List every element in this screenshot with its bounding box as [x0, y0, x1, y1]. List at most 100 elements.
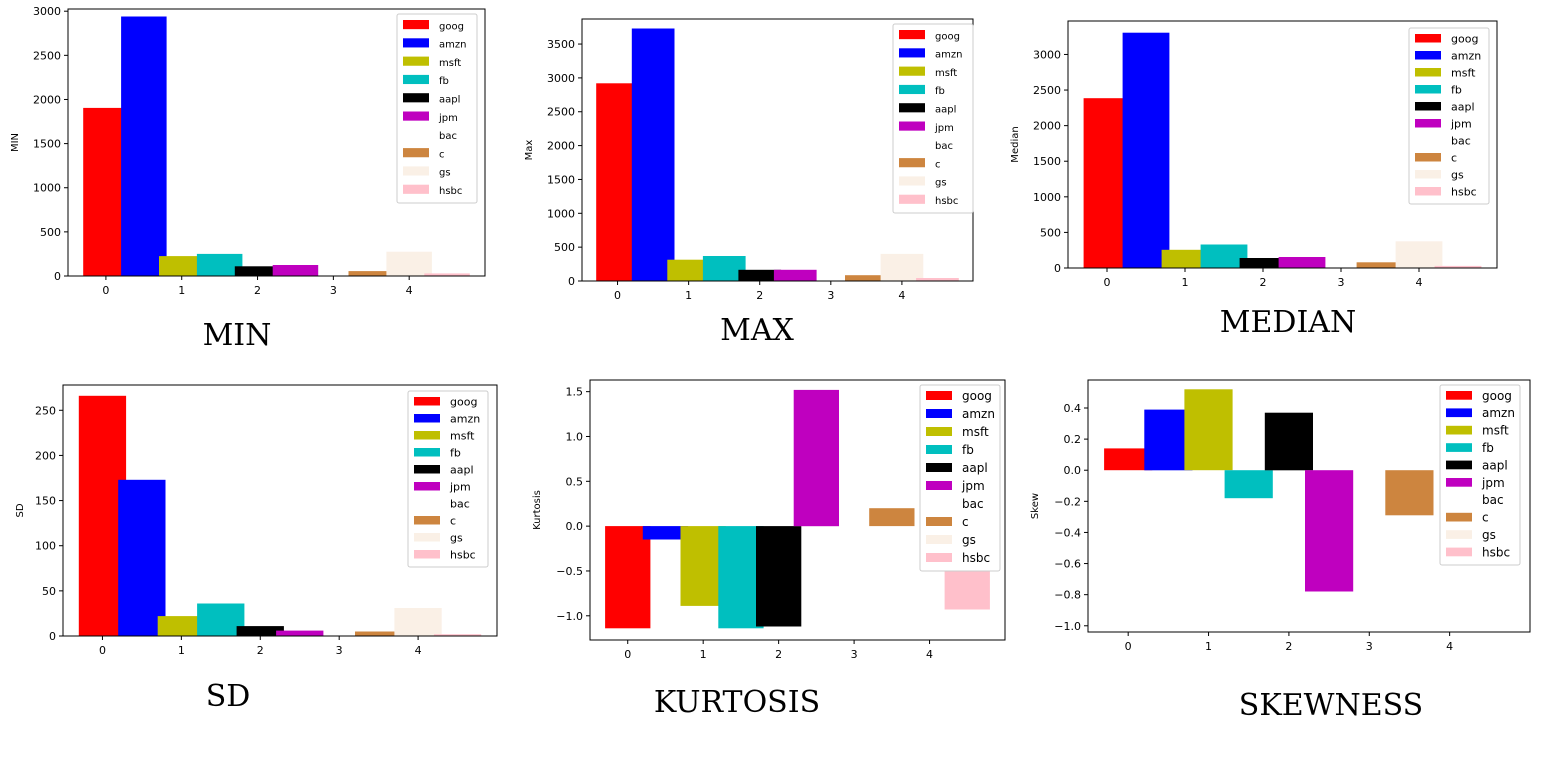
chart-sd: 0 1 2 3 4 0 50 100 150 200 250 SD goog amzn msft fb aapl… [15, 384, 498, 714]
legend-swatch [414, 533, 440, 542]
y-tick-label: 0.5 [566, 475, 584, 488]
legend-swatch [1446, 425, 1472, 435]
y-tick-label: 2000 [33, 93, 61, 106]
legend-label: aapl [439, 95, 460, 106]
legend-label: msft [450, 430, 475, 443]
x-tick-label: 0 [624, 648, 631, 661]
y-axis-label: Median [1010, 126, 1021, 162]
legend-label: bac [935, 141, 953, 152]
legend-swatch [414, 516, 440, 525]
legend-label: c [439, 149, 445, 160]
legend-swatch [403, 56, 429, 66]
legend-swatch [403, 20, 429, 30]
legend-label: gs [1482, 528, 1496, 542]
bar-jpm [1278, 257, 1326, 268]
legend-swatch [414, 465, 440, 474]
y-tick-label: 1500 [1033, 155, 1061, 168]
legend-label: jpm [961, 479, 985, 493]
legend-swatch [414, 499, 440, 508]
legend-swatch [414, 397, 440, 406]
legend-label: bac [439, 131, 457, 142]
y-axis-label: MIN [10, 133, 21, 152]
legend-label: aapl [962, 461, 988, 475]
y-tick-label: 250 [35, 404, 56, 417]
chart-title: MIN [203, 318, 272, 353]
y-tick-label: 1000 [33, 182, 61, 195]
legend-swatch [926, 499, 952, 508]
bar-c [1385, 470, 1434, 516]
y-tick-label: 2500 [1033, 84, 1061, 97]
y-tick-label: −0.6 [1054, 558, 1081, 571]
legend-label: goog [1451, 33, 1478, 46]
x-tick-label: 4 [415, 644, 422, 657]
bar-gs [1395, 241, 1443, 268]
legend-swatch [1446, 547, 1472, 557]
bar-c [1356, 262, 1404, 268]
x-tick-label: 1 [1205, 640, 1212, 653]
legend-label: amzn [1482, 406, 1515, 420]
bar-hsbc [1434, 265, 1482, 268]
bar-msft [1184, 389, 1233, 471]
x-tick-label: 2 [1260, 276, 1267, 289]
y-tick-label: 3000 [33, 5, 61, 18]
legend-swatch [1415, 136, 1441, 145]
chart-title: MEDIAN [1220, 305, 1356, 340]
legend-label: goog [1482, 389, 1512, 403]
y-tick-label: 500 [40, 226, 61, 239]
plot-frame [62, 384, 498, 637]
legend-label: aapl [450, 464, 474, 477]
x-tick-label: 3 [1366, 640, 1373, 653]
legend-swatch [1415, 34, 1441, 43]
bar-msft [159, 256, 205, 276]
x-tick-label: 0 [1125, 640, 1132, 653]
legend-label: amzn [962, 407, 995, 421]
plot-frame [67, 8, 486, 277]
y-tick-label: 50 [42, 585, 56, 598]
bar-c [869, 508, 915, 527]
x-tick-label: 0 [99, 644, 106, 657]
bar-hsbc [916, 278, 959, 281]
legend-swatch [926, 517, 952, 526]
chart-title: KURTOSIS [654, 685, 820, 720]
chart-skewness: 0 1 2 3 4 −1.0 −0.8 −0.6 −0.4 −0.2 0.0 0.2 0.4 Skew go… [1030, 379, 1531, 723]
bar-aapl [234, 266, 281, 276]
legend-label: fb [962, 443, 974, 457]
legend-swatch [899, 66, 925, 76]
legend-label: jpm [934, 123, 954, 134]
x-tick-label: 4 [898, 289, 905, 302]
y-tick-label: 3500 [547, 38, 575, 51]
x-tick-label: 0 [614, 289, 621, 302]
legend-swatch [1446, 408, 1472, 418]
bar-jpm [1305, 470, 1354, 592]
legend-label: aapl [935, 105, 956, 116]
legend-label: c [1482, 511, 1489, 525]
legend-label: c [962, 515, 969, 529]
y-tick-label: 0 [49, 630, 56, 643]
legend-label: gs [450, 532, 463, 545]
legend-swatch [1415, 68, 1441, 77]
y-tick-label: 2500 [547, 106, 575, 119]
legend-swatch [403, 166, 429, 176]
bar-amzn [121, 16, 167, 276]
x-tick-label: 2 [775, 648, 782, 661]
legend-label: bac [450, 498, 470, 511]
x-tick-label: 4 [926, 648, 933, 661]
legend-swatch [414, 482, 440, 491]
x-tick-label: 2 [254, 284, 261, 297]
legend-label: goog [439, 21, 464, 32]
legend-label: msft [935, 68, 957, 79]
legend-label: fb [439, 76, 449, 87]
legend-label: goog [962, 389, 992, 403]
bar-fb [1224, 470, 1273, 499]
legend-label: hsbc [1451, 186, 1477, 199]
legend-label: msft [1482, 424, 1509, 438]
y-tick-label: −0.5 [556, 565, 583, 578]
legend-label: msft [439, 58, 461, 69]
legend-swatch [1415, 51, 1441, 60]
bar-amzn [631, 28, 675, 281]
y-tick-label: −0.2 [1054, 495, 1081, 508]
x-tick-label: 3 [827, 289, 834, 302]
legend-swatch [414, 414, 440, 423]
bar-aapl [756, 526, 802, 627]
y-tick-label: 500 [1040, 226, 1061, 239]
